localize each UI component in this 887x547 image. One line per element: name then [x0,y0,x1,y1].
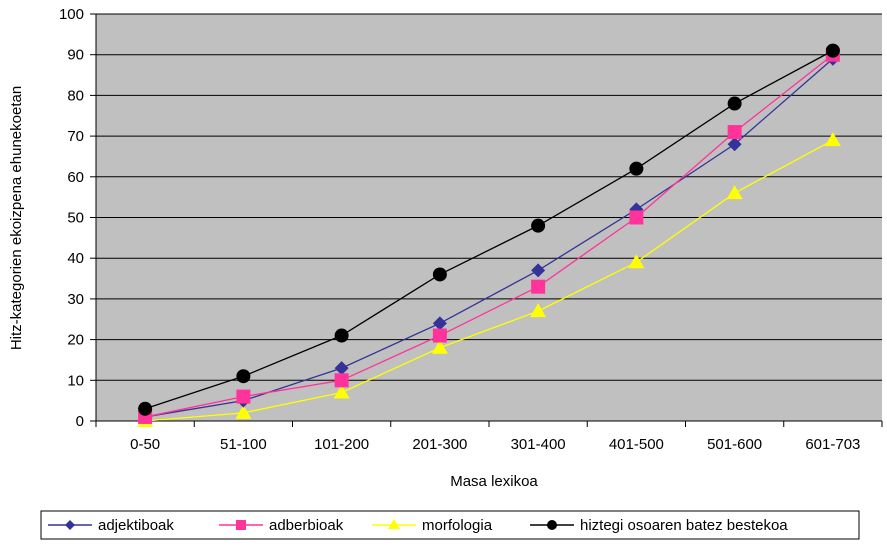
data-point [726,185,743,200]
series-hiztegi-osoaren-batez-bestekoa [138,43,840,416]
legend: adjektiboak adberbioak morfologia hiztegi o… [40,510,860,540]
x-tick-label: 51-100 [220,436,267,453]
y-tick-label: 50 [67,210,84,227]
y-tick-label: 100 [59,6,84,23]
legend-item: adjektiboak [48,517,174,534]
legend-label: hiztegi osoaren batez bestekoa [580,517,788,534]
data-point [432,316,447,331]
legend-box [40,510,860,540]
legend-marker [65,520,75,530]
data-point [531,279,546,294]
legend-marker [547,520,557,530]
data-point [334,373,349,388]
data-point [235,404,252,419]
series-line [145,139,834,422]
y-axis-title: Hitz-kategorien ekoizpena ehunekoetan [8,86,25,350]
data-point [727,96,742,111]
y-tick-label: 10 [67,372,84,389]
x-tick-label: 301-400 [511,436,566,453]
data-point [333,384,350,399]
x-tick-label: 201-300 [412,436,467,453]
data-point [236,369,251,384]
y-tick-label: 30 [67,291,84,308]
x-tick-label: 601-703 [805,436,860,453]
data-point [531,218,546,233]
data-point [727,137,742,152]
data-point [530,303,547,318]
data-point [531,263,546,278]
y-tick-label: 20 [67,332,84,349]
series-line [145,58,834,418]
x-tick-label: 501-600 [707,436,762,453]
data-point [138,401,153,416]
legend-label: adjektiboak [98,517,174,534]
data-point [236,389,251,404]
x-tick-label: 401-500 [609,436,664,453]
y-tick-label: 40 [67,250,84,267]
legend-item: morfologia [372,517,493,534]
y-tick-label: 80 [67,87,84,104]
y-tick-label: 70 [67,128,84,145]
data-point [432,267,447,282]
data-point [727,125,742,140]
data-point [432,328,447,343]
y-tick-label: 90 [67,47,84,64]
y-tick-label: 0 [76,413,84,430]
legend-label: adberbioak [269,517,344,534]
legend-marker [236,520,246,530]
legend-label: morfologia [422,517,493,534]
y-tick-label: 60 [67,169,84,186]
data-point [431,339,448,354]
data-point [629,210,644,225]
legend-item: adberbioak [219,517,344,534]
data-point [824,132,841,147]
x-tick-label: 0-50 [130,436,160,453]
data-point [334,361,349,376]
data-point [825,43,840,58]
data-point [628,254,645,269]
x-tick-label: 101-200 [314,436,369,453]
legend-item: hiztegi osoaren batez bestekoa [530,517,788,534]
data-point [629,161,644,176]
legend-marker [388,519,400,529]
series-line [144,50,834,410]
data-point [334,328,349,343]
x-axis-title: Masa lexikoa [450,473,538,490]
series-line [144,54,834,418]
